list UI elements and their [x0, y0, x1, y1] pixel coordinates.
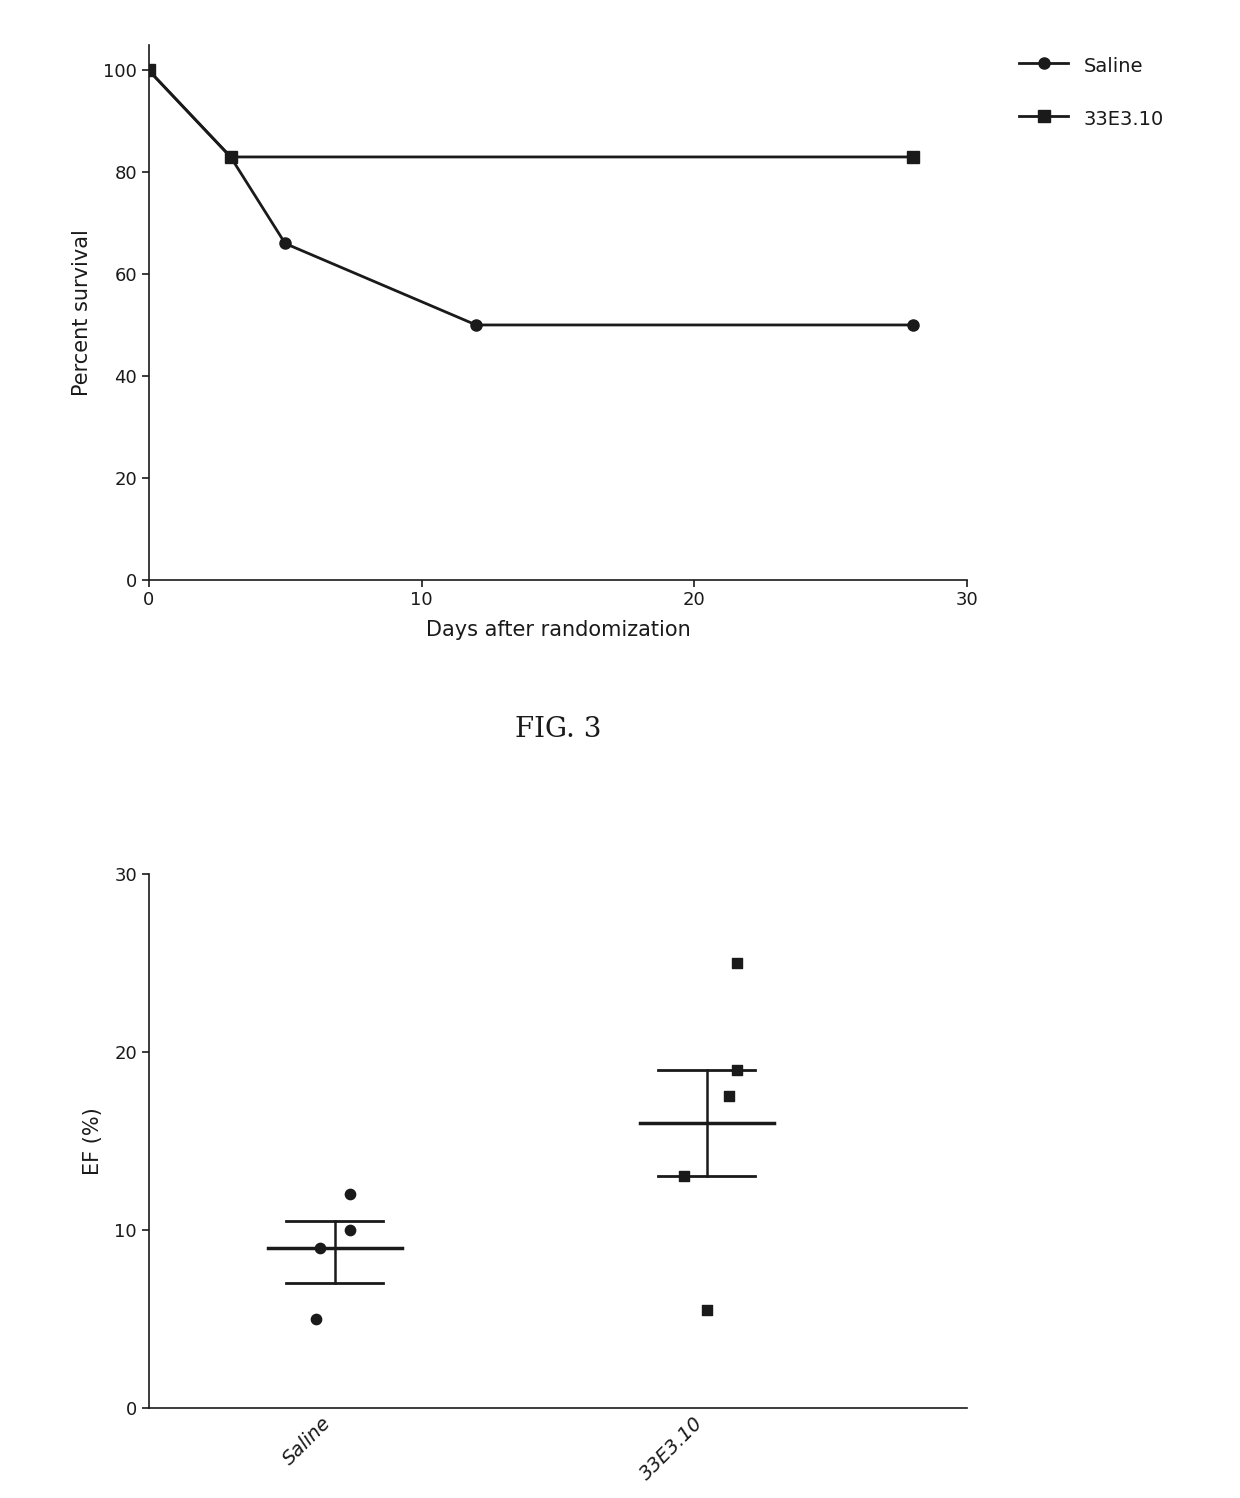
Line: 33E3.10: 33E3.10: [144, 64, 918, 162]
33E3.10: [141, 61, 156, 79]
Saline: [905, 316, 920, 334]
Y-axis label: EF (%): EF (%): [83, 1107, 103, 1174]
Line: Saline: Saline: [144, 64, 918, 331]
Saline: [223, 148, 238, 166]
33E3.10: [905, 148, 920, 166]
X-axis label: Days after randomization: Days after randomization: [425, 620, 691, 641]
Y-axis label: Percent survival: Percent survival: [72, 229, 92, 395]
Saline: [278, 235, 293, 253]
Point: [727, 1058, 746, 1082]
Point: [340, 1218, 360, 1242]
Point: [340, 1182, 360, 1206]
Saline: [469, 316, 484, 334]
Point: [697, 1299, 717, 1323]
Text: FIG. 3: FIG. 3: [515, 716, 601, 743]
Point: [719, 1085, 739, 1109]
Legend: Saline, 33E3.10: Saline, 33E3.10: [1009, 43, 1173, 139]
Point: [310, 1236, 330, 1260]
33E3.10: [223, 148, 238, 166]
Point: [727, 951, 746, 975]
Point: [675, 1164, 694, 1188]
Point: [306, 1308, 326, 1332]
Saline: [141, 61, 156, 79]
